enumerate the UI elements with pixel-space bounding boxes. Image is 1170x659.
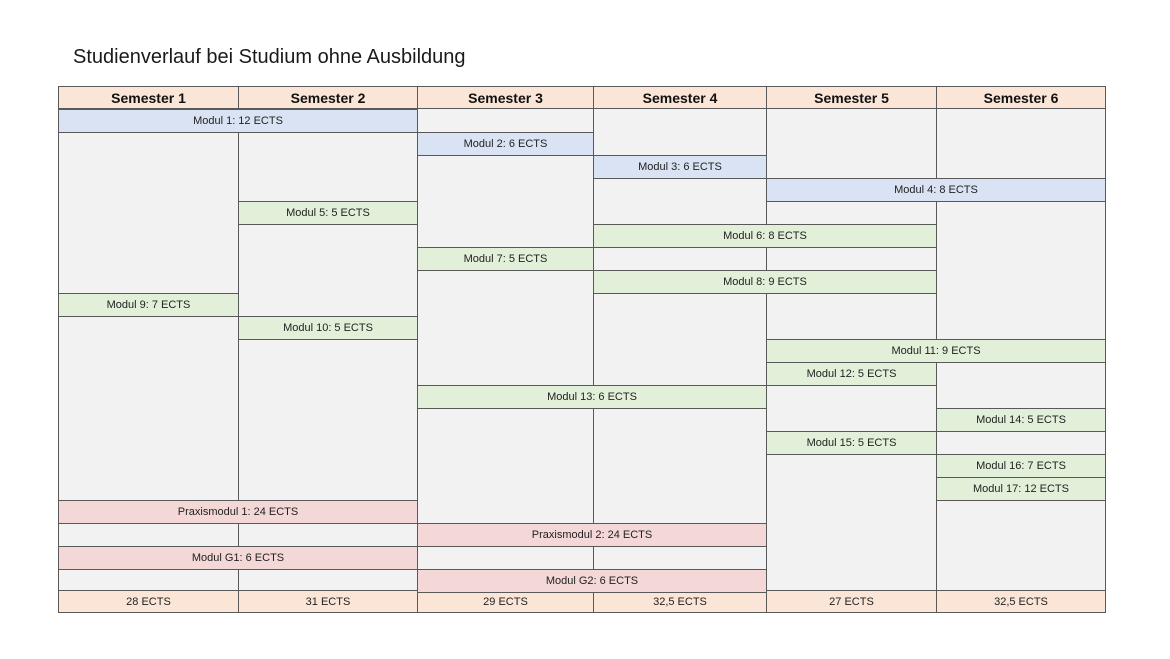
module-cell[interactable]: Modul G1: 6 ECTS — [58, 546, 418, 570]
column-divider — [593, 86, 594, 613]
module-cell[interactable]: Modul 9: 7 ECTS — [58, 293, 239, 317]
semester-header: Semester 5 — [766, 86, 937, 109]
module-cell[interactable]: Modul 16: 7 ECTS — [936, 454, 1106, 478]
module-cell[interactable]: Modul 5: 5 ECTS — [238, 201, 418, 225]
semester-total-ects: 27 ECTS — [766, 590, 937, 613]
module-cell[interactable]: Modul 7: 5 ECTS — [417, 247, 594, 271]
module-cell[interactable]: Modul 17: 12 ECTS — [936, 477, 1106, 501]
module-cell[interactable]: Modul 2: 6 ECTS — [417, 132, 594, 156]
semester-total-ects: 32,5 ECTS — [936, 590, 1106, 613]
page-title: Studienverlauf bei Studium ohne Ausbildu… — [73, 46, 466, 68]
semester-total-ects: 32,5 ECTS — [593, 590, 767, 613]
module-cell[interactable]: Modul 13: 6 ECTS — [417, 385, 767, 409]
study-plan-grid: Semester 1 Semester 2 Semester 3 Semester 4… — [58, 86, 1106, 613]
module-cell[interactable]: Modul 14: 5 ECTS — [936, 408, 1106, 432]
column-divider — [238, 86, 239, 613]
module-cell[interactable]: Modul 15: 5 ECTS — [766, 431, 937, 455]
semester-header: Semester 3 — [417, 86, 594, 109]
module-cell[interactable]: Praxismodul 2: 24 ECTS — [417, 523, 767, 547]
module-cell[interactable]: Modul G2: 6 ECTS — [417, 569, 767, 593]
module-cell[interactable]: Modul 11: 9 ECTS — [766, 339, 1106, 363]
module-cell[interactable]: Modul 1: 12 ECTS — [58, 109, 418, 133]
module-cell[interactable]: Modul 6: 8 ECTS — [593, 224, 937, 248]
module-cell[interactable]: Modul 3: 6 ECTS — [593, 155, 767, 179]
semester-total-ects: 29 ECTS — [417, 590, 594, 613]
module-cell[interactable]: Modul 12: 5 ECTS — [766, 362, 937, 386]
semester-header: Semester 4 — [593, 86, 767, 109]
semester-total-ects: 31 ECTS — [238, 590, 418, 613]
semester-header: Semester 2 — [238, 86, 418, 109]
module-cell[interactable]: Praxismodul 1: 24 ECTS — [58, 500, 418, 524]
column-divider — [58, 86, 59, 613]
semester-header: Semester 1 — [58, 86, 239, 109]
semester-total-ects: 28 ECTS — [58, 590, 239, 613]
module-cell[interactable]: Modul 10: 5 ECTS — [238, 316, 418, 340]
module-cell[interactable]: Modul 8: 9 ECTS — [593, 270, 937, 294]
module-cell[interactable]: Modul 4: 8 ECTS — [766, 178, 1106, 202]
semester-header: Semester 6 — [936, 86, 1106, 109]
column-divider — [417, 86, 418, 613]
